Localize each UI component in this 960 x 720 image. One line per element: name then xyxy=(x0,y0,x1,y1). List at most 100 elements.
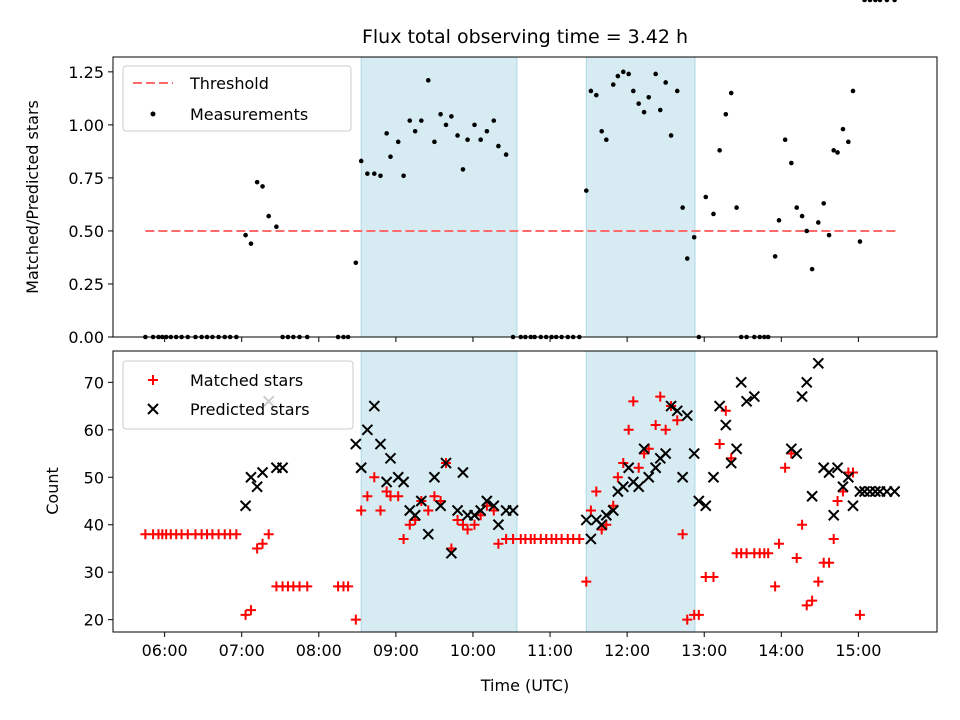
measurement-point xyxy=(776,218,782,223)
chart-title: Flux total observing time = 3.42 h xyxy=(362,26,688,48)
predicted-point xyxy=(245,471,257,483)
measurements-legend-label: Measurements xyxy=(190,105,308,124)
predicted-point xyxy=(457,466,469,479)
predicted-point xyxy=(607,504,619,517)
predicted-point xyxy=(801,376,813,389)
measurement-point xyxy=(491,118,497,123)
predicted-point xyxy=(854,485,866,498)
measurement-point xyxy=(815,220,821,225)
predicted-point xyxy=(643,471,655,483)
matched-point xyxy=(452,514,463,525)
measurement-point xyxy=(867,0,873,3)
predicted-point xyxy=(688,447,700,460)
measurement-point xyxy=(799,213,805,219)
measurement-point xyxy=(455,133,460,138)
bottom-y-tick-label: 50 xyxy=(84,468,104,487)
predicted-point xyxy=(355,462,367,474)
measurement-point xyxy=(478,137,483,143)
predicted-point xyxy=(649,462,662,474)
predicted-point xyxy=(847,500,859,512)
measurement-point xyxy=(248,241,254,246)
bottom-y-axis-label: Count xyxy=(43,467,62,515)
predicted-point xyxy=(580,514,592,526)
predicted-point xyxy=(276,462,289,474)
measurement-point xyxy=(772,254,778,259)
predicted-point xyxy=(474,504,487,517)
measurement-point xyxy=(353,260,359,266)
measurement-point xyxy=(395,139,401,145)
predicted-point xyxy=(869,485,882,498)
matched-point xyxy=(423,505,434,516)
bottom-x-ticks: 06:00 07:00 08:00 09:00 10:00 11:00 12:00 13:00… xyxy=(142,632,881,660)
measurement-point xyxy=(728,90,734,96)
x-tick-label: 15:00 xyxy=(835,641,881,660)
predicted-point xyxy=(707,471,720,483)
matched-point xyxy=(574,533,585,544)
bottom-legend: Matched stars Predicted stars xyxy=(122,360,354,430)
measurement-point xyxy=(465,137,470,143)
x-tick-label: 10:00 xyxy=(450,641,496,660)
bottom-y-tick-label: 30 xyxy=(84,563,104,582)
matched-point xyxy=(628,396,639,407)
x-tick-label: 07:00 xyxy=(219,641,265,660)
matched-point xyxy=(655,391,666,402)
predicted-point xyxy=(507,504,519,517)
measurement-point xyxy=(884,0,890,3)
matched-point xyxy=(393,491,404,502)
top-y-tick-label: 0.75 xyxy=(68,169,104,188)
predicted-point xyxy=(440,457,452,469)
predicted-point xyxy=(468,509,481,521)
measurement-point xyxy=(653,71,658,77)
measurement-point xyxy=(850,88,856,94)
measurement-point xyxy=(873,0,878,3)
bottom-y-tick-label: 40 xyxy=(84,516,104,535)
matched-point xyxy=(677,529,688,540)
predicted-point xyxy=(735,376,747,389)
x-tick-label: 14:00 xyxy=(758,641,804,660)
matched-point xyxy=(469,519,480,530)
measurement-point xyxy=(260,184,265,189)
matched-point xyxy=(807,595,818,606)
measurement-point xyxy=(630,88,636,94)
predicted-point xyxy=(720,419,732,431)
x-axis-label: Time (UTC) xyxy=(480,676,569,695)
predicted-point xyxy=(451,504,464,517)
matched-point xyxy=(612,472,623,483)
measurement-point xyxy=(809,266,815,272)
matched-point xyxy=(356,505,367,516)
matched-point xyxy=(493,538,504,549)
matched-point xyxy=(714,439,725,450)
predicted-point xyxy=(888,485,901,498)
measurement-point xyxy=(636,101,641,106)
predicted-point xyxy=(256,466,269,479)
top-legend: Threshold Measurements xyxy=(122,65,352,132)
matched-point xyxy=(369,472,380,483)
x-tick-label: 11:00 xyxy=(527,641,573,660)
top-y-tick-label: 0.00 xyxy=(68,328,104,347)
predicted-point xyxy=(748,390,761,403)
matched-point xyxy=(623,424,634,435)
measurement-point xyxy=(668,133,674,138)
matched-point xyxy=(263,529,274,540)
predicted-point xyxy=(837,481,849,493)
matched-point xyxy=(773,538,784,549)
measurement-point xyxy=(407,118,413,123)
measurement-point xyxy=(388,154,393,159)
predicted-point xyxy=(681,409,693,422)
shaded-interval xyxy=(585,56,696,338)
matched-point xyxy=(770,581,781,592)
predicted-point xyxy=(600,509,613,521)
measurement-point xyxy=(717,148,722,153)
measurement-point xyxy=(711,211,716,217)
matched-point xyxy=(362,491,373,502)
matched-point xyxy=(693,609,704,620)
measurement-point xyxy=(862,0,867,3)
predicted-point xyxy=(384,452,397,464)
measurement-point xyxy=(691,235,697,240)
measurement-point xyxy=(243,232,248,238)
matched-point xyxy=(650,420,661,431)
measurement-point xyxy=(831,148,837,153)
predicted-point xyxy=(481,495,493,507)
predicted-point xyxy=(864,485,876,498)
bottom-y-tick-label: 60 xyxy=(84,421,104,440)
